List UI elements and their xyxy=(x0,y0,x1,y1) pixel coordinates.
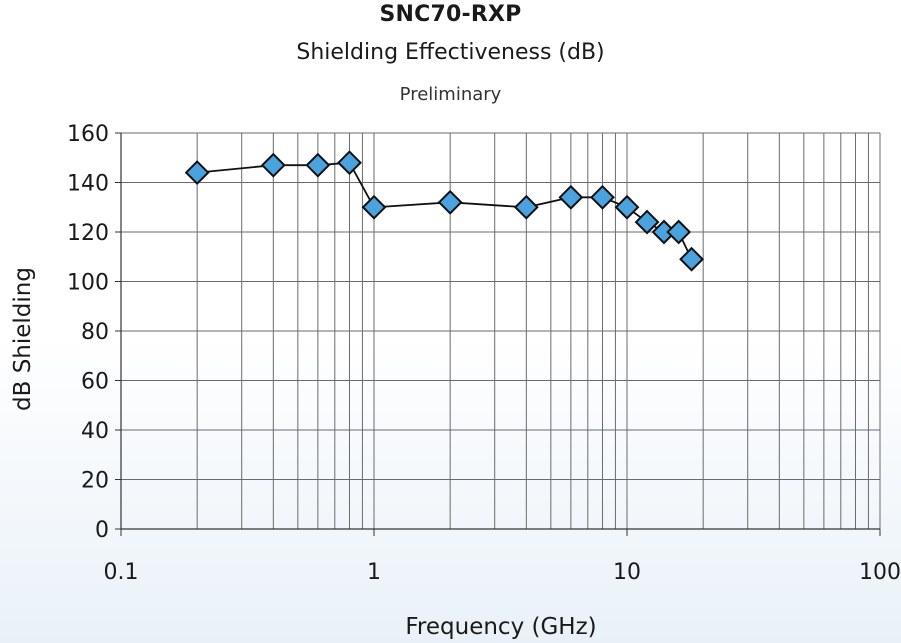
y-tick-label: 160 xyxy=(67,122,109,147)
grid xyxy=(121,132,881,529)
chart-note: Preliminary xyxy=(399,84,502,105)
x-tick-label: 10 xyxy=(613,560,641,585)
x-tick-label: 0.1 xyxy=(104,560,139,585)
chart-subtitle: Shielding Effectiveness (dB) xyxy=(296,40,605,65)
x-tick-label: 100 xyxy=(859,560,901,585)
x-tick-label: 1 xyxy=(367,560,381,585)
data-point xyxy=(634,209,660,235)
y-tick-label: 20 xyxy=(81,469,109,494)
data-series xyxy=(184,150,704,272)
x-axis-label: Frequency (GHz) xyxy=(405,614,596,640)
chart-title: SNC70-RXP xyxy=(379,2,522,27)
y-tick-label: 140 xyxy=(67,172,109,197)
tick-labels: 0 20 40 60 80 100 120 140 160 0.1 1 10 100 xyxy=(67,122,901,585)
axes xyxy=(115,132,881,536)
series-line xyxy=(197,161,693,260)
y-tick-label: 120 xyxy=(67,221,109,246)
y-tick-label: 100 xyxy=(67,271,109,296)
y-axis-label: dB Shielding xyxy=(10,267,36,411)
data-point xyxy=(513,194,539,220)
y-tick-label: 80 xyxy=(81,320,109,345)
data-point xyxy=(361,194,387,220)
data-point xyxy=(614,194,640,220)
data-point xyxy=(437,189,463,215)
data-point xyxy=(184,160,210,186)
data-point xyxy=(679,246,704,272)
y-tick-label: 0 xyxy=(95,518,109,543)
data-point xyxy=(337,150,362,176)
data-point xyxy=(558,184,584,210)
y-tick-label: 40 xyxy=(81,419,109,444)
y-tick-label: 60 xyxy=(81,370,109,395)
data-point xyxy=(590,184,615,210)
data-point xyxy=(305,152,331,178)
data-point xyxy=(260,152,286,178)
data-point xyxy=(666,219,692,245)
